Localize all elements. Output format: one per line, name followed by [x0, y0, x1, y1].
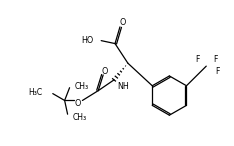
Text: O: O [102, 67, 108, 75]
Text: F: F [215, 67, 219, 75]
Text: F: F [213, 55, 217, 64]
Text: CH₃: CH₃ [74, 82, 89, 91]
Text: HO: HO [81, 36, 93, 45]
Text: F: F [195, 55, 200, 64]
Text: H₃C: H₃C [28, 88, 42, 97]
Text: CH₃: CH₃ [73, 113, 87, 122]
Text: O: O [120, 19, 126, 27]
Text: NH: NH [117, 82, 129, 91]
Text: O: O [74, 99, 81, 108]
